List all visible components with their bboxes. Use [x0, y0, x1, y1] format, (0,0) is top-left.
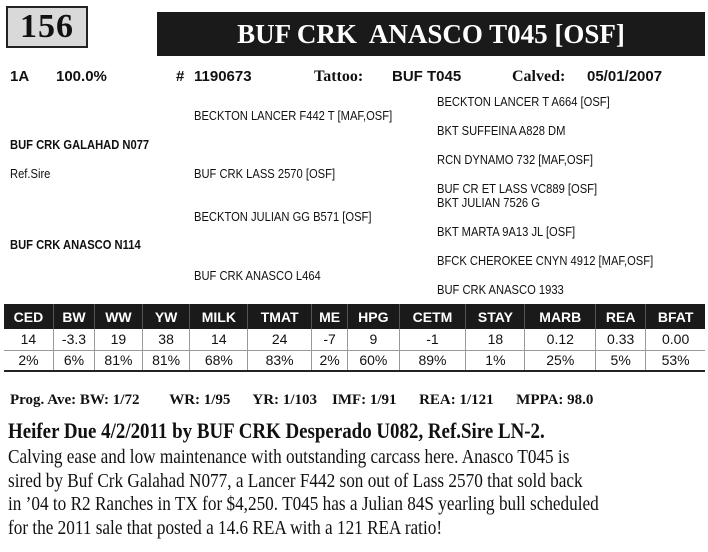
- epd-header: BW: [53, 304, 96, 329]
- pedigree-dds: BFCK CHEROKEE CNYN 4912 [MAF,OSF]: [437, 253, 654, 268]
- epd-percentile: 2%: [4, 350, 54, 372]
- pedigree-dsd: BKT MARTA 9A13 JL [OSF]: [437, 224, 576, 239]
- epd-value: 0.33: [595, 329, 647, 351]
- pedigree-ssd: BKT SUFFEINA A828 DM: [437, 123, 566, 138]
- epd-percentile-row: 2% 6% 81% 81% 68% 83% 2% 60% 89% 1% 25% …: [4, 350, 705, 372]
- epd-percentile: 89%: [399, 350, 467, 372]
- pedigree-sire-sire: BECKTON LANCER F442 T [MAF,OSF]: [194, 108, 393, 123]
- pedigree-dam: BUF CRK ANASCO N114: [10, 237, 141, 252]
- epd-header: HPG: [347, 304, 400, 329]
- epd-value: 38: [142, 329, 191, 351]
- prog-yr-label: YR:: [252, 392, 280, 408]
- description-line: for the 2011 sale that posted a 14.6 REA…: [8, 516, 443, 539]
- description-line: sired by Buf Crk Galahad N077, a Lancer …: [8, 469, 583, 492]
- prog-mppa-label: MPPA:: [516, 392, 564, 408]
- epd-value: 14: [4, 329, 54, 351]
- lot-number: 156: [6, 6, 88, 48]
- epd-percentile: 1%: [465, 350, 526, 372]
- epd-header: YW: [142, 304, 191, 329]
- epd-percentile: 6%: [53, 350, 96, 372]
- epd-value: 0.00: [645, 329, 705, 351]
- pedigree-sire: BUF CRK GALAHAD N077: [10, 137, 150, 152]
- epd-percentile: 68%: [189, 350, 249, 372]
- pedigree-ddd: BUF CRK ANASCO 1933: [437, 282, 564, 297]
- description: Calving ease and low maintenance with ou…: [8, 446, 696, 540]
- epd-percentile: 81%: [142, 350, 191, 372]
- progeny-averages: Prog. Ave: BW: 1/72 WR: 1/95 YR: 1/103 I…: [10, 392, 593, 409]
- prog-wr-label: WR:: [169, 392, 201, 408]
- epd-percentile: 53%: [645, 350, 705, 372]
- epd-value: 9: [347, 329, 400, 351]
- tattoo-label: Tattoo:: [314, 68, 364, 85]
- epd-value: 19: [94, 329, 143, 351]
- pedigree-sds: RCN DYNAMO 732 [MAF,OSF]: [437, 152, 593, 167]
- pedigree-sss: BECKTON LANCER T A664 [OSF]: [437, 94, 610, 109]
- epd-value: -3.3: [53, 329, 96, 351]
- prog-rea-label: REA:: [419, 392, 456, 408]
- epd-table: CED BW WW YW MILK TMAT ME HPG CETM STAY …: [4, 304, 705, 372]
- prog-mppa: 98.0: [567, 392, 594, 408]
- description-line: Calving ease and low maintenance with ou…: [8, 446, 570, 468]
- epd-value: -1: [399, 329, 467, 351]
- description-line: in ’04 to R2 Ranches in TX for $4,250. T…: [8, 493, 599, 515]
- calved-label: Calved:: [512, 68, 566, 85]
- epd-value: 18: [465, 329, 526, 351]
- epd-value: 14: [189, 329, 249, 351]
- prog-bw: 1/72: [112, 392, 140, 408]
- pedigree-dam-sire: BECKTON JULIAN GG B571 [OSF]: [194, 209, 372, 224]
- pedigree-sire-note: Ref.Sire: [10, 166, 51, 181]
- epd-value: 0.12: [524, 329, 597, 351]
- pedigree-dss: BKT JULIAN 7526 G: [437, 195, 540, 210]
- epd-percentile: 83%: [247, 350, 313, 372]
- headline: Heifer Due 4/2/2011 by BUF CRK Desperado…: [8, 418, 545, 443]
- prog-imf: 1/91: [369, 392, 397, 408]
- epd-header: ME: [311, 304, 349, 329]
- prog-imf-label: IMF:: [331, 392, 367, 408]
- epd-header: MILK: [189, 304, 249, 329]
- animal-name-title: BUF CRK ANASCO T045 [OSF]: [157, 12, 705, 56]
- pedigree-dam-dam: BUF CRK ANASCO L464: [194, 268, 321, 283]
- epd-header: BFAT: [645, 304, 705, 329]
- epd-percentile: 2%: [311, 350, 349, 372]
- registration-number: 1190673: [194, 68, 252, 85]
- percent: 100.0%: [56, 68, 107, 85]
- prog-yr: 1/103: [282, 392, 317, 408]
- epd-value: -7: [311, 329, 349, 351]
- tattoo-value: BUF T045: [392, 68, 462, 85]
- epd-percentile: 60%: [347, 350, 400, 372]
- pedigree-sire-dam: BUF CRK LASS 2570 [OSF]: [194, 166, 336, 181]
- epd-header: WW: [94, 304, 143, 329]
- epd-header: REA: [595, 304, 647, 329]
- epd-header: CETM: [399, 304, 467, 329]
- epd-percentile: 25%: [524, 350, 597, 372]
- epd-header: MARB: [524, 304, 597, 329]
- prog-rea: 1/121: [459, 392, 494, 408]
- epd-header-row: CED BW WW YW MILK TMAT ME HPG CETM STAY …: [4, 304, 705, 329]
- epd-header: CED: [4, 304, 54, 329]
- epd-values-row: 14 -3.3 19 38 14 24 -7 9 -1 18 0.12 0.33…: [4, 329, 705, 351]
- prog-wr: 1/95: [203, 392, 231, 408]
- grade: 1A: [10, 68, 30, 85]
- epd-header: STAY: [465, 304, 526, 329]
- pedigree-sdd: BUF CR ET LASS VC889 [OSF]: [437, 181, 598, 196]
- reg-label: #: [176, 68, 185, 85]
- calved-date: 05/01/2007: [587, 68, 663, 85]
- epd-percentile: 5%: [595, 350, 647, 372]
- epd-header: TMAT: [247, 304, 313, 329]
- prog-bw-label: Prog. Ave: BW:: [10, 392, 110, 408]
- epd-percentile: 81%: [94, 350, 143, 372]
- epd-value: 24: [247, 329, 313, 351]
